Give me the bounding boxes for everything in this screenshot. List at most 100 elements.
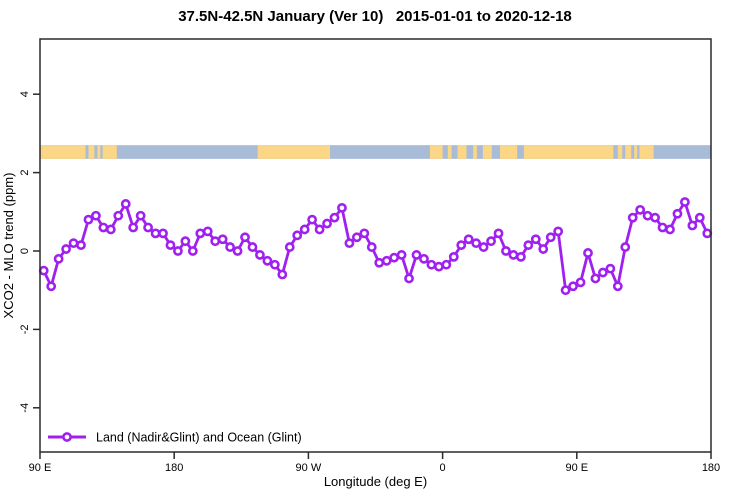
- data-point-marker: [545, 232, 556, 243]
- land-segment: [634, 145, 638, 159]
- data-point-marker: [478, 242, 489, 252]
- land-segment: [625, 145, 632, 159]
- data-point-marker: [180, 236, 191, 247]
- data-point-marker: [419, 253, 429, 264]
- data-point-marker: [553, 226, 564, 237]
- data-point-marker: [605, 263, 616, 274]
- data-point-marker: [292, 230, 303, 241]
- data-point-marker: [486, 236, 496, 247]
- data-point-marker: [680, 197, 690, 207]
- x-tick-label: 180: [165, 462, 183, 474]
- data-point-marker: [113, 210, 124, 221]
- data-point-marker: [702, 228, 713, 239]
- data-point-marker: [620, 242, 631, 252]
- data-point-marker: [143, 222, 154, 233]
- land-segment: [473, 145, 477, 159]
- data-point-marker: [508, 250, 519, 260]
- data-point-marker: [277, 269, 288, 280]
- y-axis-label: XCO2 - MLO trend (ppm): [1, 173, 16, 319]
- x-tick-label: 0: [440, 462, 446, 474]
- data-point-marker: [650, 212, 660, 223]
- y-tick-label: -2: [19, 325, 31, 335]
- land-segment: [447, 145, 452, 159]
- data-point-marker: [150, 228, 161, 239]
- data-point-marker: [359, 228, 370, 239]
- data-point-marker: [411, 250, 422, 260]
- data-point-marker: [210, 236, 221, 247]
- data-point-marker: [98, 222, 109, 233]
- data-point-marker: [657, 222, 668, 233]
- land-segment: [500, 145, 518, 159]
- x-tick-label: 90 W: [296, 462, 322, 474]
- data-point-marker: [329, 212, 340, 223]
- y-tick-label: -4: [19, 403, 31, 413]
- data-point-marker: [351, 232, 362, 243]
- data-point-marker: [694, 212, 705, 223]
- data-point-marker: [299, 224, 310, 235]
- land-segment: [257, 145, 331, 159]
- data-point-marker: [374, 257, 385, 268]
- y-tick-label: 0: [19, 248, 31, 254]
- data-point-marker: [83, 214, 94, 225]
- data-point-marker: [344, 238, 355, 249]
- data-point-marker: [404, 273, 414, 284]
- data-point-marker: [583, 248, 593, 258]
- chart-title: 37.5N-42.5N January (Ver 10) 2015-01-01 …: [178, 8, 572, 25]
- land-segment: [482, 145, 492, 159]
- data-point-marker: [68, 238, 79, 249]
- data-point-marker: [366, 242, 377, 252]
- data-point-marker: [642, 210, 653, 221]
- data-point-marker: [202, 226, 213, 237]
- data-point-marker: [597, 267, 608, 278]
- data-point-marker: [314, 224, 325, 235]
- data-point-marker: [187, 246, 198, 256]
- data-point-marker: [120, 199, 131, 209]
- land-segment: [639, 145, 654, 159]
- data-point-marker: [284, 242, 295, 252]
- data-series: [38, 197, 713, 296]
- plot-border: [39, 38, 712, 453]
- data-point-marker: [575, 277, 586, 288]
- data-point-marker: [448, 251, 459, 262]
- data-point-marker: [381, 255, 392, 266]
- data-point-marker: [91, 210, 101, 221]
- data-point-marker: [128, 222, 139, 233]
- land-segment: [40, 145, 86, 159]
- y-tick-label: 4: [19, 91, 31, 97]
- data-point-marker: [165, 240, 176, 251]
- data-point-marker: [627, 212, 638, 223]
- data-point-marker: [530, 234, 541, 245]
- data-point-marker: [456, 240, 467, 251]
- data-point-marker: [135, 210, 146, 221]
- legend-label: Land (Nadir&Glint) and Ocean (Glint): [96, 431, 302, 445]
- data-point-marker: [195, 228, 206, 239]
- data-point-marker: [389, 252, 400, 263]
- data-point-marker: [590, 273, 601, 284]
- data-point-marker: [105, 224, 116, 235]
- land-segment: [102, 145, 117, 159]
- data-point-marker: [307, 214, 318, 225]
- axes: 4 2 0 -2 -4 90 E 180 90 W 0 90 E 180 Longitude (deg…: [1, 38, 720, 489]
- x-tick-label: 90 E: [565, 462, 588, 474]
- land-segment: [617, 145, 623, 159]
- x-tick-label: 90 E: [29, 462, 52, 474]
- data-point-marker: [441, 259, 452, 270]
- land-segment: [429, 145, 443, 159]
- data-point-marker: [515, 251, 526, 262]
- data-point-marker: [493, 228, 504, 239]
- data-point-marker: [240, 232, 250, 243]
- data-point-marker: [53, 253, 64, 264]
- data-point-marker: [396, 250, 407, 260]
- data-point-marker: [46, 281, 57, 292]
- data-point-marker: [322, 218, 332, 229]
- x-tick-label: 180: [702, 462, 720, 474]
- data-point-marker: [463, 234, 474, 245]
- land-segment: [97, 145, 101, 159]
- legend-marker-sample: [62, 432, 72, 442]
- data-point-marker: [672, 208, 683, 219]
- data-point-marker: [38, 265, 49, 276]
- data-point-marker: [612, 281, 623, 292]
- data-point-marker: [61, 244, 71, 254]
- data-point-marker: [247, 242, 258, 252]
